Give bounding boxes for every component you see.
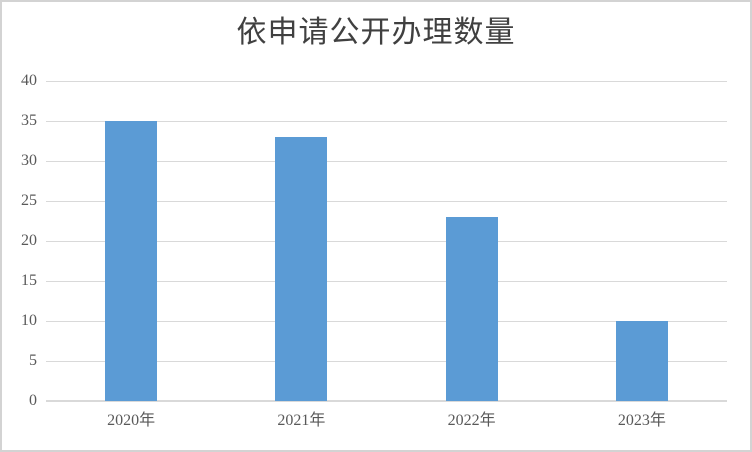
bar-2021年 (275, 137, 328, 401)
x-axis-tick-label: 2022年 (447, 412, 496, 429)
x-axis-tick-label: 2023年 (617, 412, 666, 429)
x-axis-tick-label: 2020年 (107, 412, 156, 429)
gridline (46, 361, 727, 362)
gridline (46, 241, 727, 242)
y-axis-tick-label: 25 (21, 192, 37, 209)
gridline (46, 161, 727, 162)
y-axis-tick-label: 40 (21, 72, 37, 89)
bar-2023年 (615, 321, 668, 401)
gridline (46, 281, 727, 282)
x-axis-line (46, 400, 727, 402)
gridline (46, 321, 727, 322)
bar-2022年 (445, 217, 498, 401)
chart-title: 依申请公开办理数量 (236, 16, 516, 49)
y-axis-tick-label: 20 (21, 232, 37, 249)
y-axis-tick-label: 0 (29, 392, 37, 409)
y-axis-tick-label: 30 (21, 152, 37, 169)
y-axis-tick-label: 15 (21, 272, 37, 289)
x-axis-tick-label: 2021年 (277, 412, 326, 429)
gridline (46, 121, 727, 122)
y-axis-tick-label: 10 (21, 312, 37, 329)
bar-2020年 (105, 121, 158, 401)
y-axis-tick-label: 5 (29, 352, 37, 369)
y-axis-tick-label: 35 (21, 112, 37, 129)
gridline (46, 201, 727, 202)
gridline (46, 81, 727, 82)
